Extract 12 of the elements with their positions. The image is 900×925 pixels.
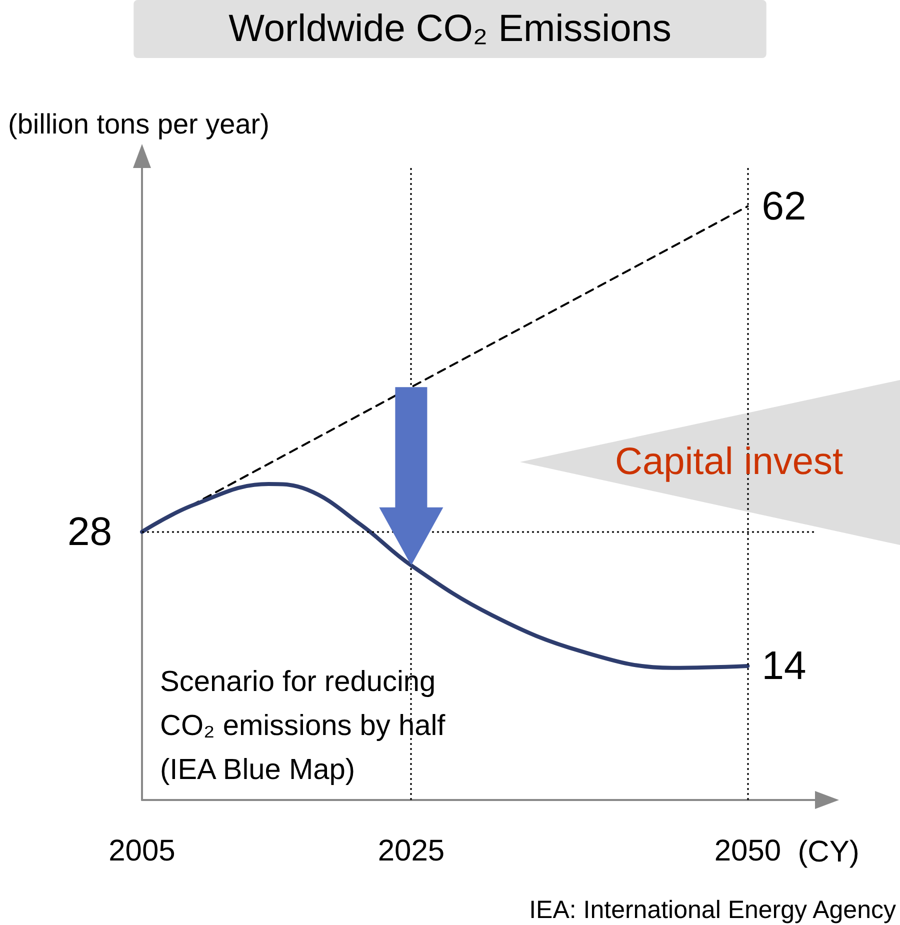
annotation: Capital invest [615, 441, 844, 483]
data-label: 62 [762, 184, 806, 228]
x-tick-label: 2025 [378, 834, 445, 868]
data-label: 14 [762, 644, 806, 688]
chart-title: Worldwide CO₂ Emissions [228, 8, 672, 50]
x-tick-label: 2050 [714, 834, 782, 868]
text: IEA: International Energy Agency [529, 896, 896, 924]
data-label: 28 [68, 510, 112, 554]
x-axis-title: (CY) [798, 836, 860, 868]
y-axis-title: (billion tons per year) [8, 108, 270, 140]
annotation: Scenario for reducing CO₂ emissions by half (IEA Blue Map) [160, 666, 454, 786]
x-tick-label: 2005 [108, 834, 176, 868]
